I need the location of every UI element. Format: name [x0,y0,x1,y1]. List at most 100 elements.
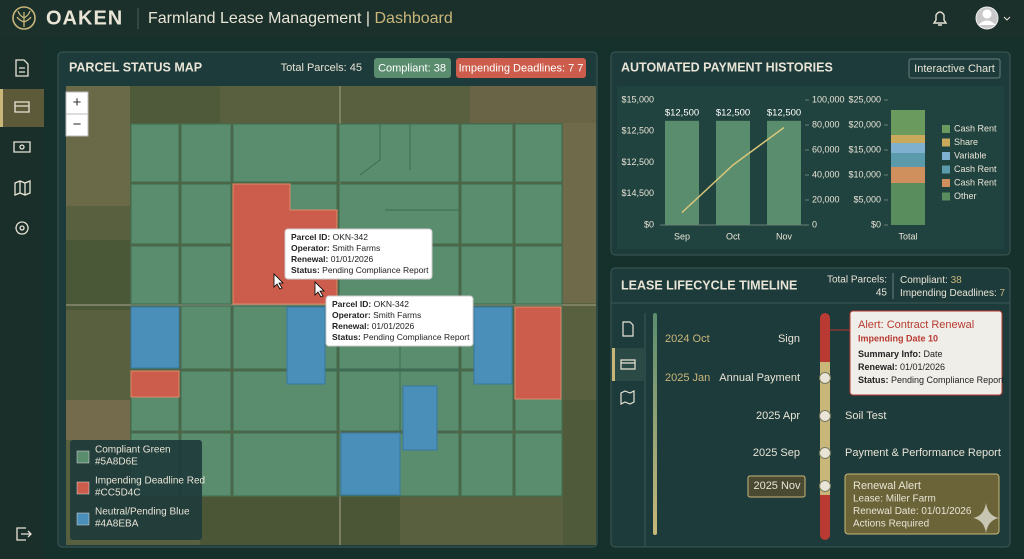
stack-segment[interactable] [891,135,925,143]
parcel[interactable] [460,123,514,183]
parcel[interactable] [460,245,514,305]
parcel[interactable] [130,183,180,245]
field-label: Renewal: [291,254,328,264]
renewal-line: Actions Required [853,519,929,530]
renewal-line: Lease: Miller Farm [853,494,936,505]
stack-segment[interactable] [891,110,925,135]
parcel[interactable] [180,305,232,370]
parcel[interactable] [232,123,338,183]
zoom-out-button[interactable] [65,113,89,137]
trend-line [681,126,785,214]
bell-icon[interactable] [932,11,948,26]
parcel[interactable] [180,370,232,432]
stack-segment[interactable] [891,153,925,167]
compliant-chip [374,58,451,78]
legend-code: #4A8EBA [95,519,139,530]
parcel[interactable] [460,183,514,245]
app-title: Farmland Lease Management | Dashboard [148,10,453,27]
field-texture [563,123,596,303]
y-tick-label: $0 [871,219,881,229]
field-value: Smith Farms [371,310,422,320]
parcel[interactable] [338,370,460,432]
alert-field: Renewal: 01/01/2026 [858,362,945,372]
parcel-boundary [290,123,460,432]
renewal-title: Renewal Alert [853,480,921,492]
parcel[interactable] [232,432,338,497]
parcel[interactable] [338,123,460,183]
deadline-count: Impending Deadlines: 7 7 [459,62,584,74]
event-node[interactable] [819,410,831,422]
timeline-track-active [820,362,830,495]
map-title: PARCEL STATUS MAP [69,60,202,74]
event-label: Payment & Performance Report [845,447,1001,459]
parcel[interactable] [130,123,180,183]
parcel[interactable] [460,432,514,497]
y-tick-label: $14,500 [621,188,654,198]
field-label: Parcel ID: [332,299,371,309]
event-date: 2025 Apr [756,410,800,422]
stack-segment[interactable] [891,143,925,153]
event-node[interactable] [819,480,831,492]
event-date: 2025 Nov [753,480,801,492]
field-texture [66,400,130,440]
zoom-in-label: + [73,94,82,111]
event-node[interactable] [819,447,831,459]
field-label: Status: [291,265,320,275]
parcel[interactable] [180,123,232,183]
chart-button[interactable] [908,58,1001,79]
parcel-highlight[interactable] [130,306,180,369]
parcel-highlight[interactable] [130,370,180,398]
parcel[interactable] [514,123,563,183]
tab-active [612,348,645,381]
value-label: $12,500 [767,107,801,118]
legend-swatch [942,125,950,133]
parcel[interactable] [514,245,563,305]
nav-settings[interactable] [15,221,29,235]
compliant-stat: Compliant: 38 [900,275,962,286]
parcel[interactable] [180,245,232,305]
field-value: Smith Farms [330,243,381,253]
nav-map[interactable] [14,180,31,196]
alert-card[interactable] [849,310,1003,396]
parcel-highlight[interactable] [473,306,513,385]
legend-name: Cash Rent [954,177,997,187]
renewal-card[interactable] [844,473,1000,535]
nav-payments[interactable] [14,101,30,113]
y-tick-label: $25,000 [848,94,881,104]
stack-segment[interactable] [891,183,925,225]
parcel-highlight[interactable] [340,432,401,496]
tooltip-line: Parcel ID: OKN-342 [291,232,368,242]
parcel-highlight[interactable] [514,306,562,400]
y-tick-label: $20,000 [848,119,881,129]
app-title-text: Farmland Lease Management | [148,10,375,27]
y2-tick-label: 60,000 [812,144,840,154]
bar[interactable] [767,120,801,225]
parcel-highlight[interactable] [286,306,326,385]
bar[interactable] [716,120,750,225]
bar[interactable] [665,120,699,225]
field-texture [130,86,220,123]
tab-map[interactable] [620,390,635,405]
legend-name: Compliant Green [95,445,171,456]
nav-logout[interactable] [16,527,32,541]
event-node[interactable] [819,372,831,384]
avatar-caret [1003,16,1011,21]
parcel[interactable] [130,245,180,305]
y2-tick-label: 100,000 [812,94,845,104]
parcel[interactable] [514,432,563,497]
stack-segment[interactable] [891,167,925,183]
legend-swatch [942,138,950,147]
parcel[interactable] [180,183,232,245]
nav-documents[interactable] [15,59,29,77]
parcel-highlight[interactable] [402,385,438,451]
tab-payments[interactable] [620,359,636,370]
field-value: 01/01/2026 [369,321,414,331]
date-box [747,475,806,498]
parcel[interactable] [514,183,563,245]
field-label: Status: [858,375,889,385]
field-label: Renewal: [858,362,898,372]
tab-documents[interactable] [622,321,634,337]
field-label: Operator: [332,310,371,320]
field-value: Date [921,349,943,359]
nav-finance[interactable] [13,141,31,153]
